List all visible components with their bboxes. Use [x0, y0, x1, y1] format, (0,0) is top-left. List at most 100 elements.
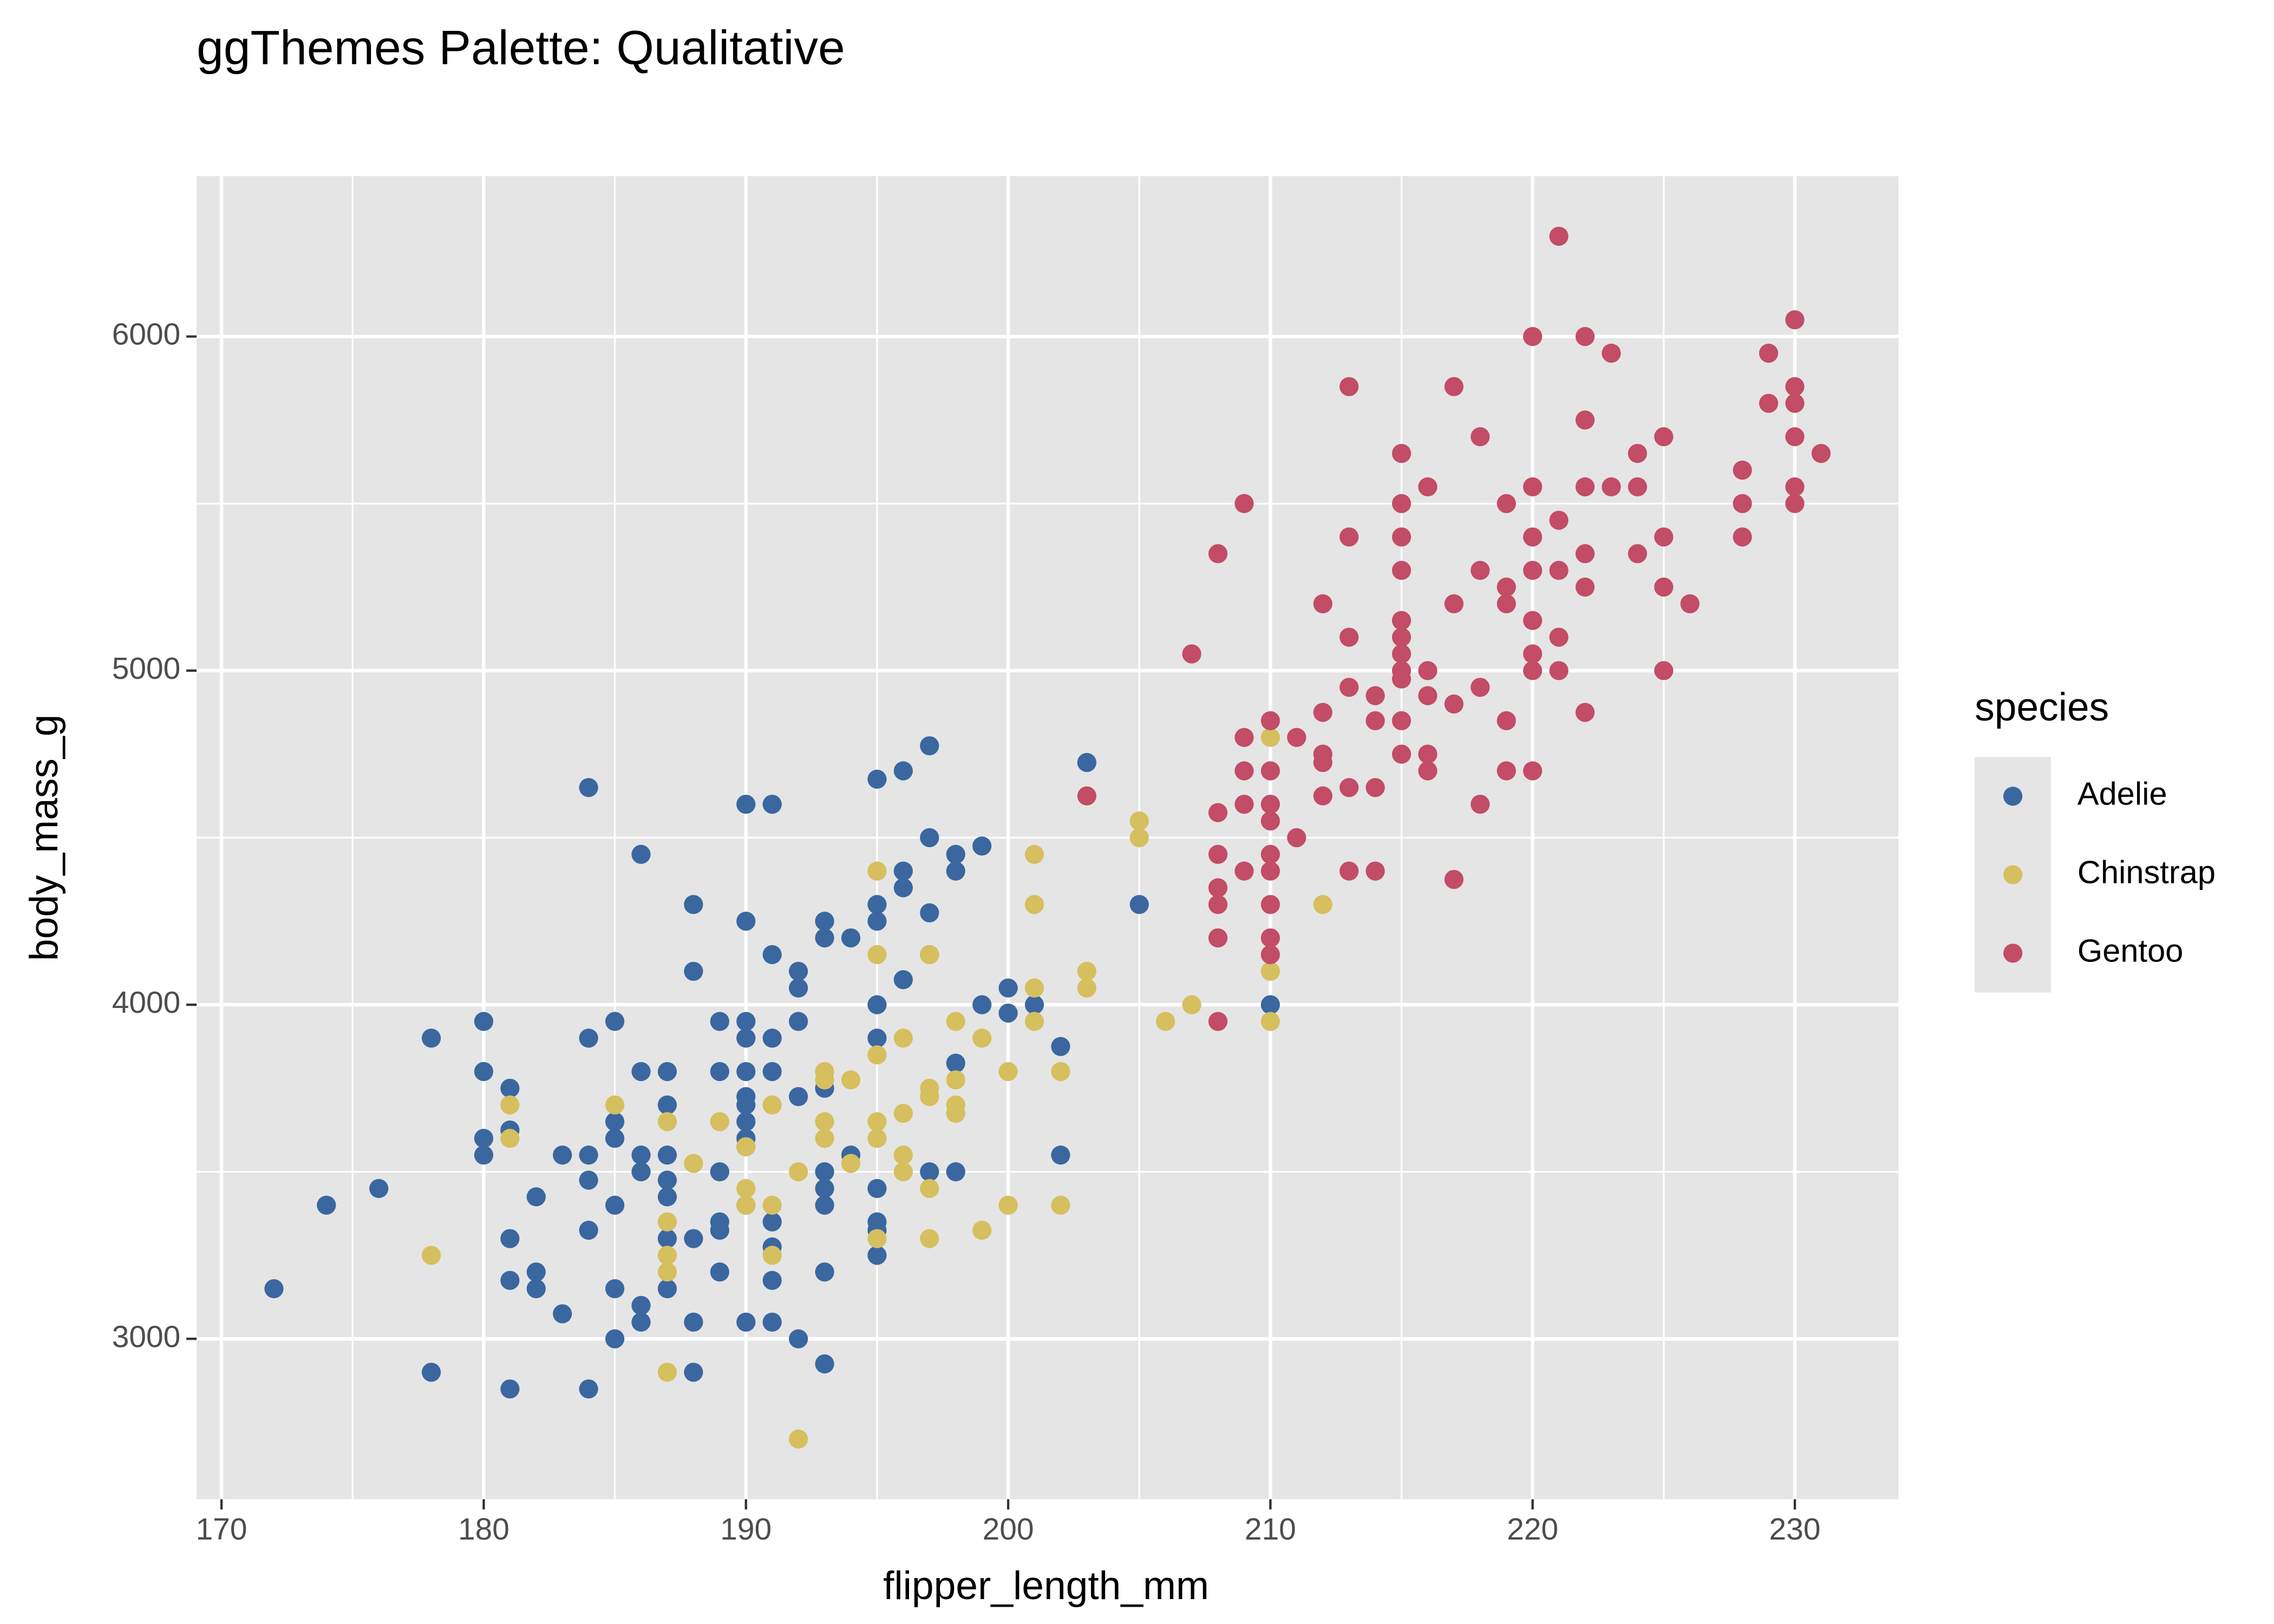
point — [1497, 761, 1516, 781]
y-tick-label: 4000 — [112, 985, 181, 1020]
point — [1287, 728, 1306, 747]
point — [1339, 678, 1359, 697]
point — [998, 1195, 1018, 1215]
point — [500, 1271, 520, 1290]
point — [736, 1312, 756, 1332]
point — [631, 844, 651, 864]
point — [1418, 477, 1437, 496]
point — [867, 1178, 887, 1199]
point — [1418, 661, 1437, 680]
point — [1549, 561, 1569, 580]
point — [1628, 444, 1648, 463]
point — [1391, 611, 1412, 630]
point — [736, 795, 756, 814]
point — [657, 1363, 677, 1382]
point — [631, 1145, 651, 1165]
point — [657, 1212, 677, 1232]
point — [1024, 1012, 1044, 1031]
point — [1234, 861, 1254, 881]
point — [631, 1312, 651, 1332]
point — [1182, 995, 1201, 1014]
point — [1759, 343, 1779, 363]
point — [1549, 661, 1569, 680]
point — [684, 961, 703, 981]
point — [920, 1162, 939, 1182]
point — [500, 1379, 520, 1399]
point — [1129, 811, 1149, 831]
y-tick-label: 3000 — [112, 1319, 181, 1354]
point — [762, 1212, 782, 1232]
point — [605, 1279, 625, 1299]
point — [1418, 761, 1437, 781]
x-tick-label: 230 — [1769, 1512, 1821, 1547]
point — [946, 844, 965, 864]
point — [1077, 961, 1096, 981]
point — [1208, 844, 1228, 864]
point — [657, 1279, 677, 1299]
point — [631, 1162, 651, 1182]
point — [1444, 377, 1464, 396]
point — [684, 1154, 703, 1173]
point — [920, 1087, 939, 1106]
point — [736, 1029, 756, 1048]
point — [762, 1271, 782, 1290]
point — [788, 1429, 808, 1449]
point — [815, 912, 834, 931]
y-axis-label: body_mass_g — [22, 715, 66, 961]
point — [946, 1104, 965, 1123]
point — [1733, 460, 1752, 480]
point — [815, 1178, 834, 1199]
point — [474, 1145, 494, 1165]
point — [1313, 594, 1332, 613]
point — [1024, 895, 1044, 914]
point — [421, 1363, 441, 1382]
point — [605, 1329, 625, 1348]
point — [500, 1095, 520, 1115]
point — [421, 1246, 441, 1265]
point — [1260, 895, 1280, 914]
point — [762, 1195, 782, 1215]
y-tick-label: 5000 — [112, 651, 181, 686]
point — [1785, 427, 1805, 447]
point — [762, 945, 782, 965]
point — [1523, 661, 1543, 680]
point — [1260, 995, 1280, 1014]
point — [1024, 995, 1044, 1014]
point — [474, 1012, 494, 1031]
point — [998, 978, 1018, 998]
point — [972, 1221, 992, 1240]
point — [1628, 544, 1648, 564]
point — [1523, 644, 1543, 664]
point — [762, 1062, 782, 1082]
point — [1391, 669, 1412, 689]
point — [1497, 494, 1516, 513]
point — [1575, 544, 1595, 564]
point — [1523, 761, 1543, 781]
point — [1260, 728, 1280, 747]
point — [579, 1221, 598, 1240]
point — [526, 1187, 546, 1207]
point — [762, 795, 782, 814]
point — [1077, 752, 1096, 772]
point — [1051, 1145, 1070, 1165]
point — [736, 912, 756, 931]
point — [788, 961, 808, 981]
point — [1523, 561, 1543, 580]
point — [1575, 703, 1595, 722]
point — [605, 1129, 625, 1148]
point — [1339, 861, 1359, 881]
point — [841, 1154, 861, 1173]
point — [1129, 895, 1149, 914]
point — [1208, 544, 1228, 564]
point — [1654, 527, 1674, 547]
point — [605, 1112, 625, 1131]
point — [605, 1195, 625, 1215]
point — [893, 1145, 913, 1165]
point — [1182, 644, 1201, 664]
point — [946, 1162, 965, 1182]
point — [1391, 494, 1412, 513]
point — [998, 1003, 1018, 1023]
point — [1077, 978, 1096, 998]
point — [736, 1112, 756, 1131]
point — [317, 1195, 336, 1215]
